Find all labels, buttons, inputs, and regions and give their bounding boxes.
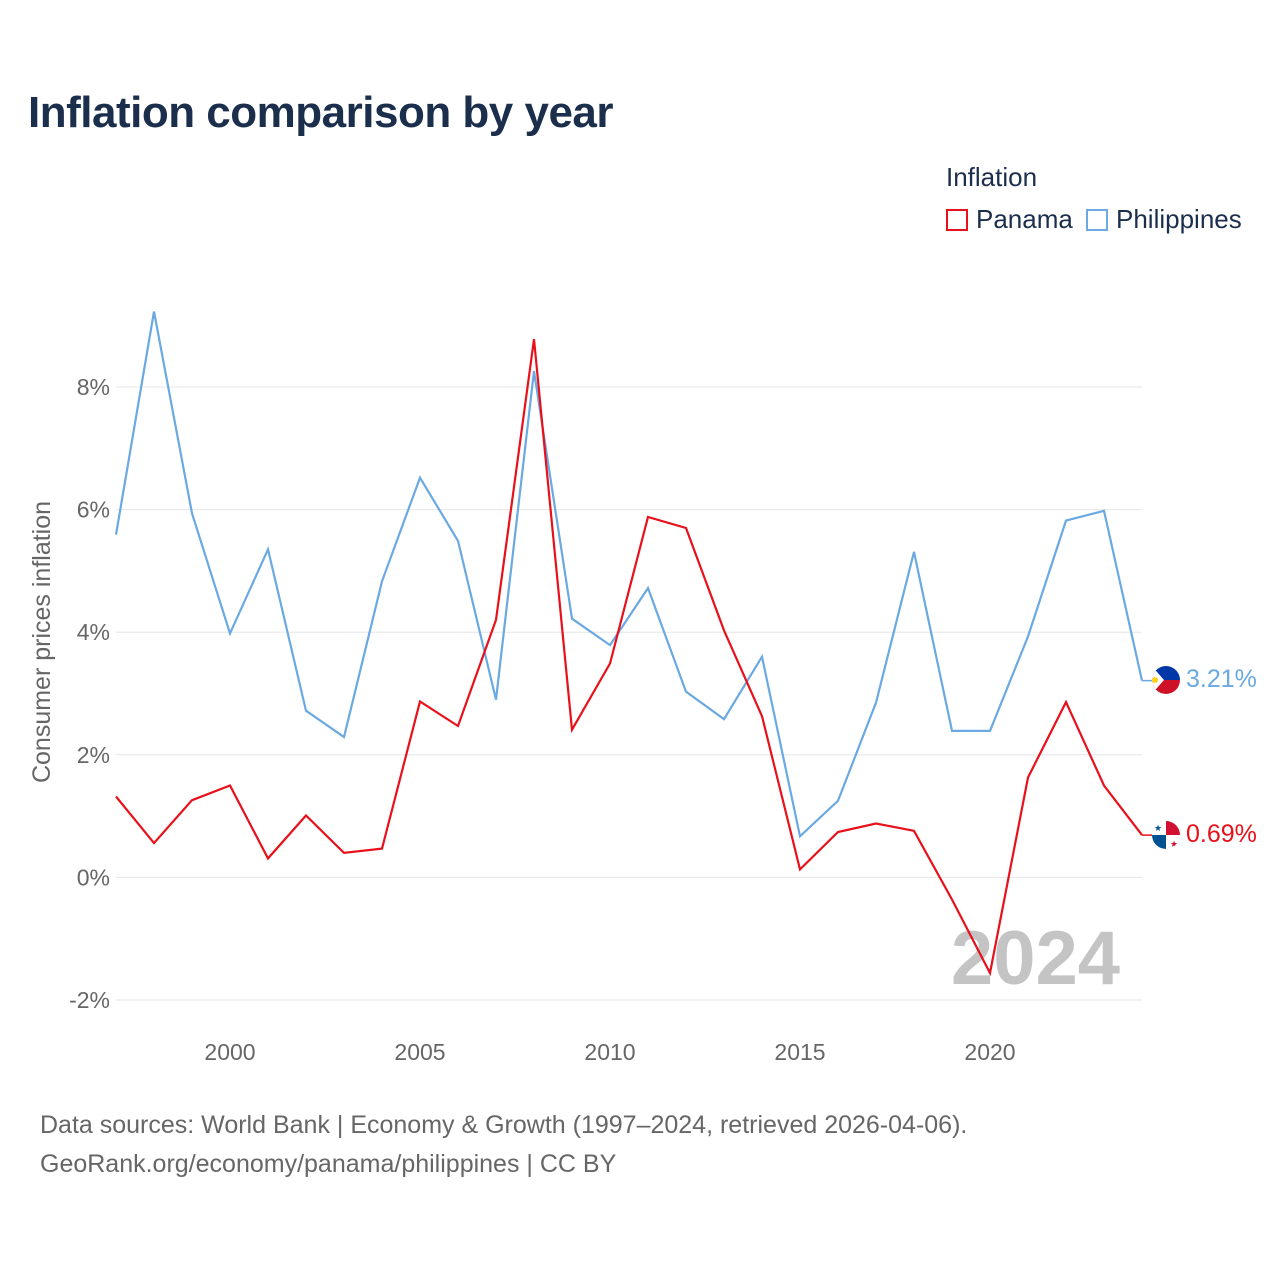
y-axis-ticks: -2% 0% 2% 4% 6% 8% xyxy=(69,374,110,1013)
y-tick-label: 4% xyxy=(77,619,110,645)
y-tick-label: 8% xyxy=(77,374,110,400)
y-tick-label: 6% xyxy=(77,497,110,523)
x-tick-label: 2015 xyxy=(774,1039,825,1065)
end-label-panama: 0.69% xyxy=(1186,820,1257,848)
legend-label-panama: Panama xyxy=(976,204,1073,234)
year-watermark: 2024 xyxy=(951,916,1120,1001)
legend-item-panama[interactable]: Panama xyxy=(946,204,1073,235)
legend-item-philippines[interactable]: Philippines xyxy=(1086,204,1242,235)
series-lines xyxy=(114,311,1152,977)
chart-title: Inflation comparison by year xyxy=(28,88,614,137)
series-line-philippines[interactable] xyxy=(114,311,1144,839)
legend-swatch-philippines xyxy=(1086,208,1108,231)
gridlines xyxy=(116,386,1142,1001)
x-axis-ticks: 2000 2005 2010 2015 2020 xyxy=(204,1039,1015,1065)
end-label-philippines: 3.21% xyxy=(1186,665,1257,693)
x-tick-label: 2010 xyxy=(584,1039,635,1065)
legend-title: Inflation xyxy=(946,162,1038,192)
panama-flag-icon[interactable]: ★ ★ xyxy=(1150,819,1182,851)
legend-swatch-panama xyxy=(946,208,968,231)
x-tick-label: 2005 xyxy=(394,1039,445,1065)
x-tick-label: 2000 xyxy=(204,1039,255,1065)
x-tick-label: 2020 xyxy=(964,1039,1015,1065)
series-line-panama[interactable] xyxy=(115,339,1143,977)
y-axis-label: Consumer prices inflation xyxy=(28,501,56,783)
y-tick-label: 2% xyxy=(77,742,110,768)
philippines-flag-icon[interactable] xyxy=(1150,664,1182,696)
svg-text:★: ★ xyxy=(1170,839,1178,849)
svg-text:★: ★ xyxy=(1154,823,1162,833)
footer: Data sources: World Bank | Economy & Gro… xyxy=(40,1106,967,1184)
legend-label-philippines: Philippines xyxy=(1116,204,1242,234)
y-tick-label: -2% xyxy=(69,987,110,1013)
footer-credit[interactable]: GeoRank.org/economy/panama/philippines |… xyxy=(40,1150,617,1178)
footer-sources: Data sources: World Bank | Economy & Gro… xyxy=(40,1111,968,1139)
line-chart: -2% 0% 2% 4% 6% 8% 2000 2005 2010 2015 2020 Consu… xyxy=(28,311,1257,1065)
y-tick-label: 0% xyxy=(77,864,110,890)
